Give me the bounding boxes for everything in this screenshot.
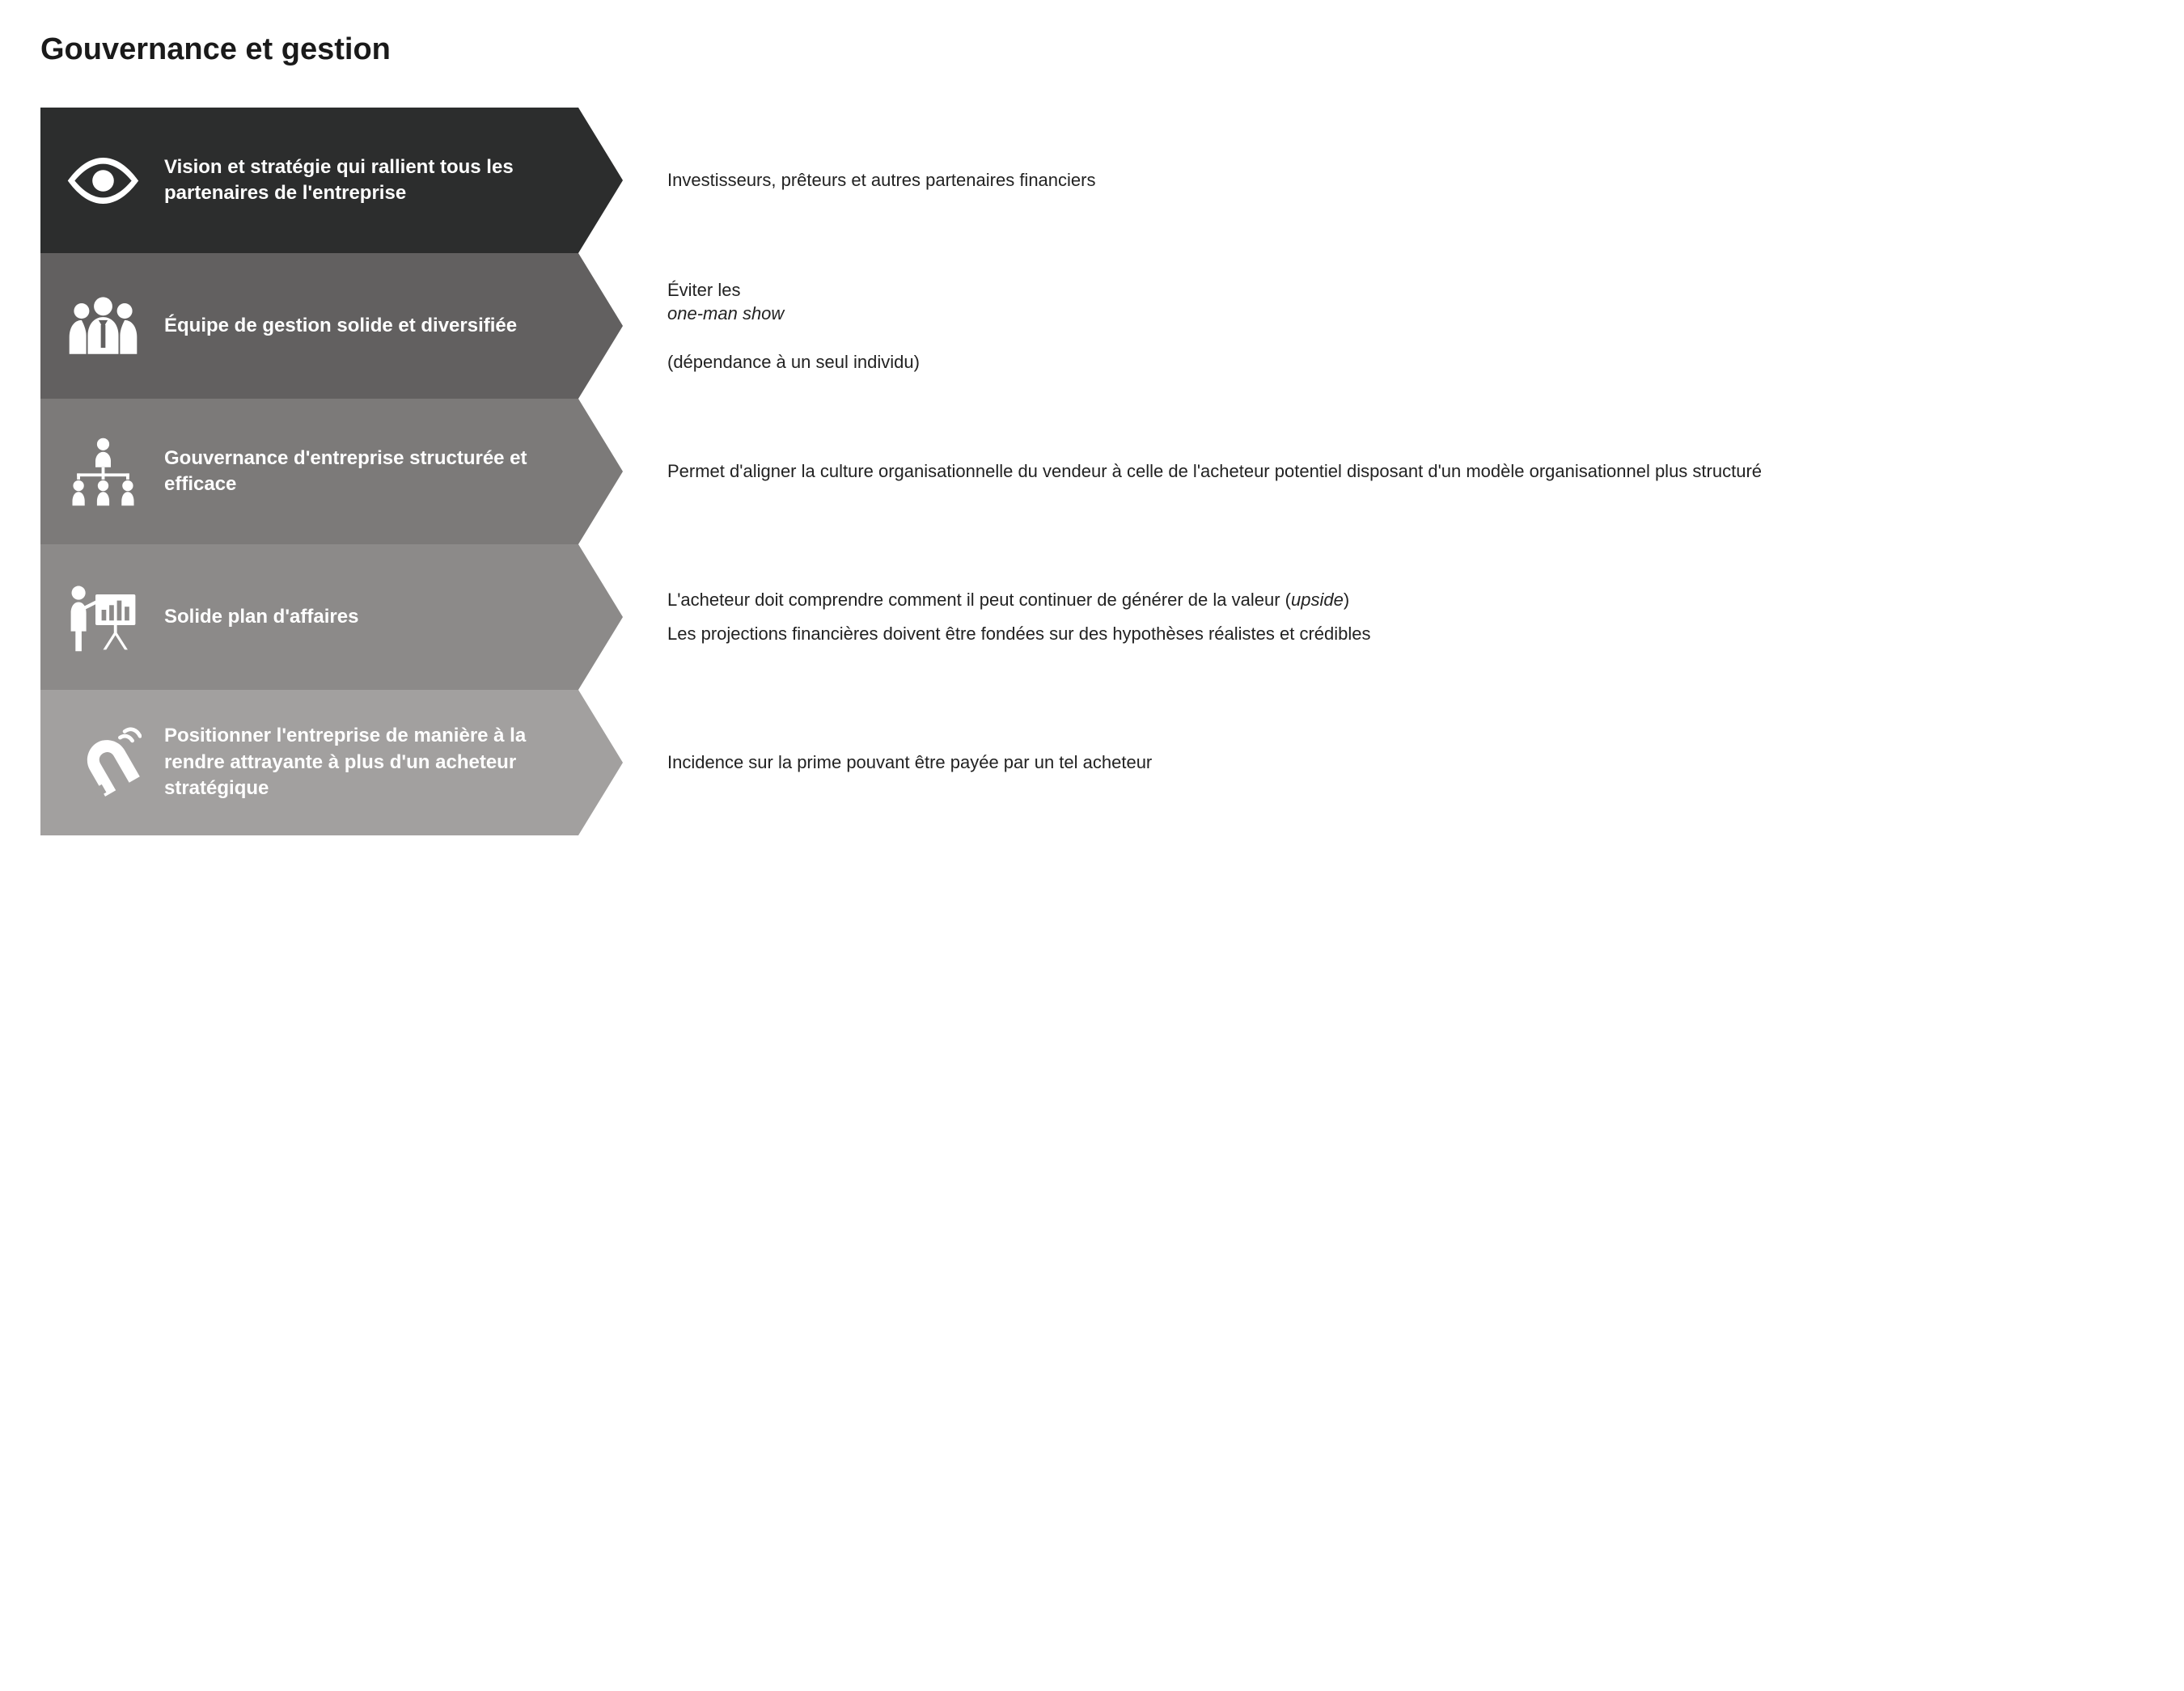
infographic-row: Équipe de gestion solide et diversifiée É… [40,253,2144,399]
orgchart-icon [65,433,142,510]
page-title: Gouvernance et gestion [40,32,2144,67]
arrow-block: Vision et stratégie qui rallient tous le… [40,108,623,253]
presentation-icon [65,579,142,656]
row-description: Éviter les one-man show(dépendance à un … [623,253,2144,399]
row-description: Incidence sur la prime pouvant être payé… [623,690,2144,835]
arrow-block: Gouvernance d'entreprise structurée et e… [40,399,623,544]
row-description: L'acheteur doit comprendre comment il pe… [623,544,2144,690]
arrow-label: Vision et stratégie qui rallient tous le… [164,154,590,207]
row-description: Investisseurs, prêteurs et autres parten… [623,108,2144,253]
infographic-row: Solide plan d'affaires L'acheteur doit co… [40,544,2144,690]
magnet-icon [65,724,142,801]
eye-icon [65,142,142,219]
arrow-label: Positionner l'entreprise de manière à la… [164,723,590,801]
arrow-block: Solide plan d'affaires [40,544,623,690]
infographic-row: Gouvernance d'entreprise structurée et e… [40,399,2144,544]
infographic-row: Positionner l'entreprise de manière à la… [40,690,2144,835]
arrow-label: Équipe de gestion solide et diversifiée [164,313,549,339]
team-icon [65,288,142,365]
rows-container: Vision et stratégie qui rallient tous le… [40,108,2144,835]
row-description: Permet d'aligner la culture organisation… [623,399,2144,544]
infographic-row: Vision et stratégie qui rallient tous le… [40,108,2144,253]
arrow-label: Gouvernance d'entreprise structurée et e… [164,446,590,498]
arrow-block: Équipe de gestion solide et diversifiée [40,253,623,399]
arrow-block: Positionner l'entreprise de manière à la… [40,690,623,835]
arrow-label: Solide plan d'affaires [164,604,391,630]
